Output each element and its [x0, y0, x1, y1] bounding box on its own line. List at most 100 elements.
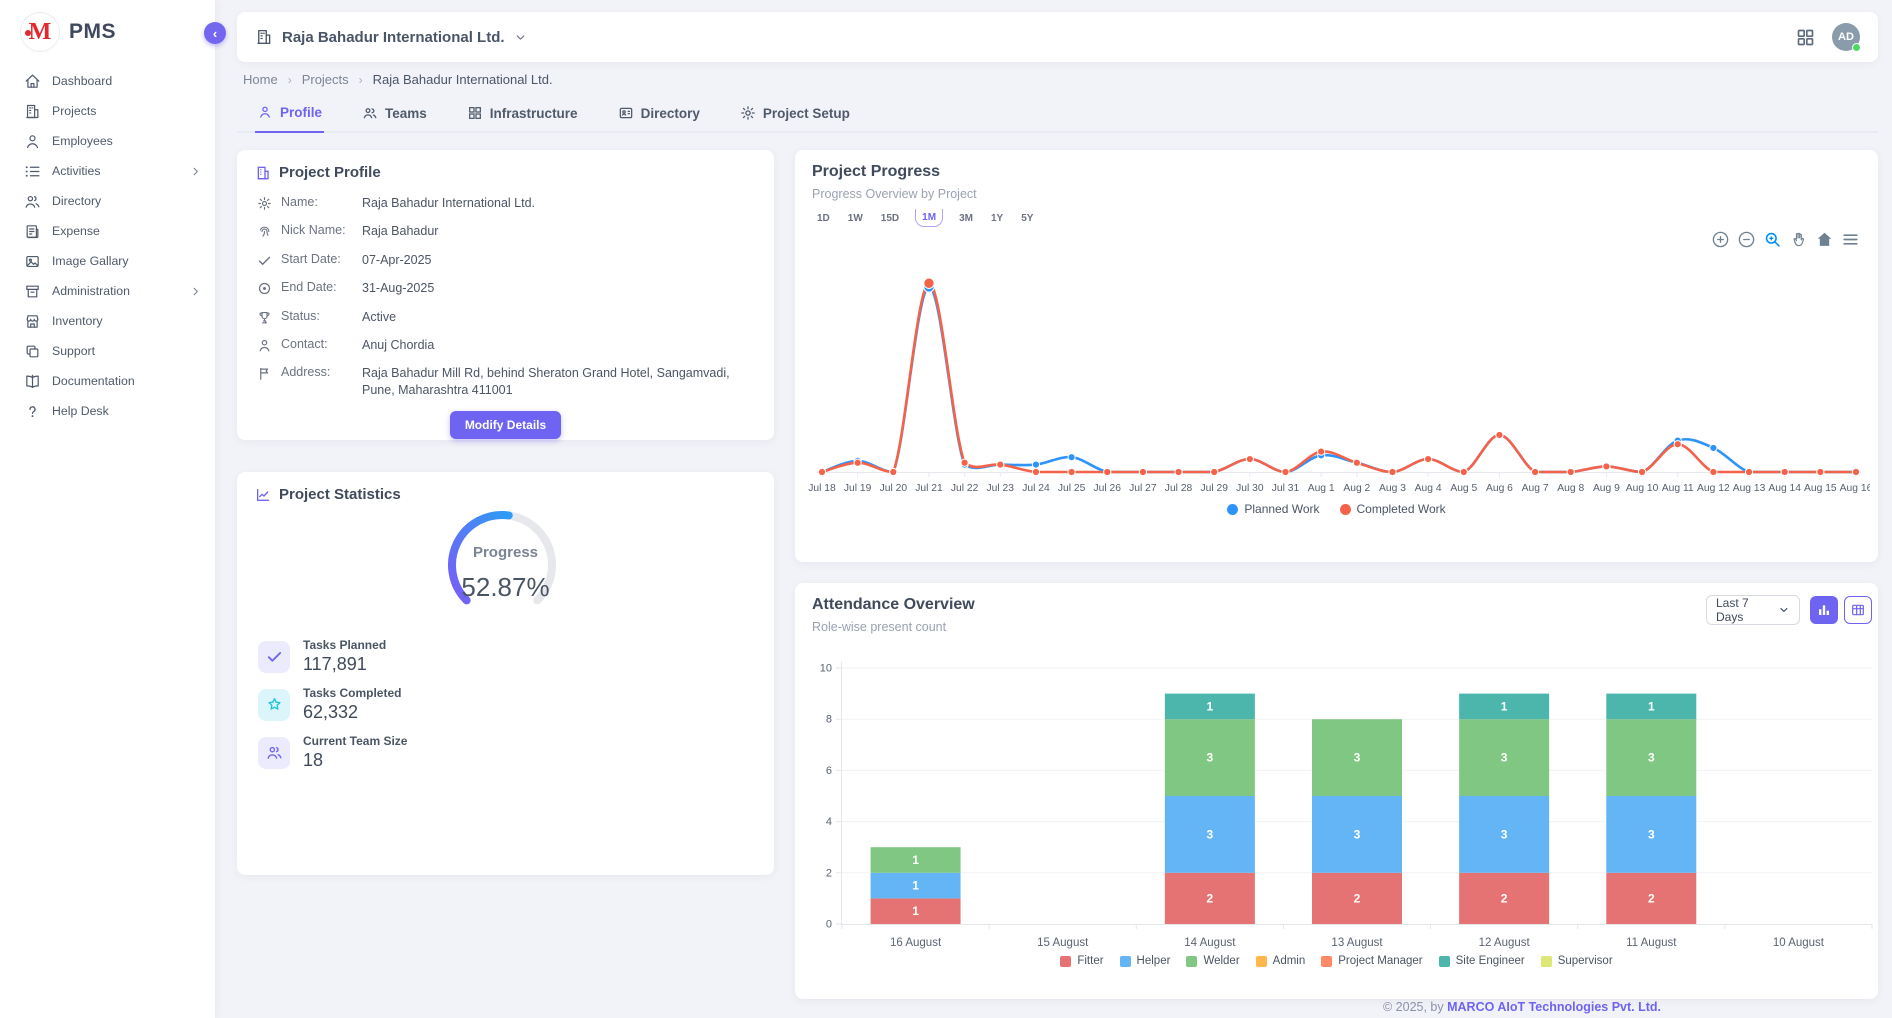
stat-icon-box	[258, 689, 290, 721]
list-icon	[24, 163, 41, 180]
svg-text:Jul 18: Jul 18	[808, 483, 836, 494]
range-1y-button[interactable]: 1Y	[989, 210, 1005, 227]
legend-fitter[interactable]: Fitter	[1060, 955, 1103, 967]
fingerprint-icon	[257, 224, 272, 239]
team-icon	[266, 744, 283, 761]
modify-details-button[interactable]: Modify Details	[450, 411, 561, 439]
field-label: Name:	[281, 195, 353, 209]
svg-text:1: 1	[1501, 699, 1508, 713]
breadcrumb-home[interactable]: Home	[243, 72, 278, 87]
legend-supervisor[interactable]: Supervisor	[1541, 955, 1613, 967]
sidebar-item-employees[interactable]: Employees	[0, 126, 215, 156]
company-link[interactable]: MARCO AIoT Technologies Pvt. Ltd.	[1447, 1000, 1661, 1014]
image-icon	[24, 253, 41, 270]
range-1w-button[interactable]: 1W	[846, 210, 865, 227]
app-logo[interactable]: M PMS	[0, 0, 215, 66]
person-icon	[257, 338, 272, 353]
svg-text:1: 1	[912, 853, 919, 867]
sidebar-item-label: Employees	[52, 134, 201, 148]
sidebar-item-inventory[interactable]: Inventory	[0, 306, 215, 336]
svg-text:Aug 12: Aug 12	[1697, 483, 1730, 494]
range-1d-button[interactable]: 1D	[815, 210, 832, 227]
legend-planned-work[interactable]: Planned Work	[1227, 502, 1319, 516]
user-avatar[interactable]: AD	[1832, 23, 1860, 51]
table-view-toggle-button[interactable]	[1844, 596, 1872, 624]
svg-text:Jul 19: Jul 19	[844, 483, 872, 494]
sidebar-item-documentation[interactable]: Documentation	[0, 366, 215, 396]
legend-label: Welder	[1203, 955, 1239, 967]
app-name: PMS	[69, 20, 116, 44]
range-1m-button[interactable]: 1M	[915, 209, 943, 227]
pan-icon[interactable]	[1789, 230, 1808, 249]
range-5y-button[interactable]: 5Y	[1019, 210, 1035, 227]
breadcrumb-projects[interactable]: Projects	[302, 72, 349, 87]
bar-view-toggle-button[interactable]	[1810, 596, 1838, 624]
tab-teams[interactable]: Teams	[360, 98, 429, 133]
legend-marker	[1321, 956, 1332, 967]
field-address: Address: Raja Bahadur Mill Rd, behind Sh…	[257, 365, 754, 399]
zoom-out-icon[interactable]	[1737, 230, 1756, 249]
company-selector[interactable]: Raja Bahadur International Ltd.	[255, 28, 527, 46]
range-3m-button[interactable]: 3M	[957, 210, 975, 227]
field-contact: Contact: Anuj Chordia	[257, 337, 754, 354]
field-value: 31-Aug-2025	[362, 280, 434, 297]
sidebar-item-expense[interactable]: Expense	[0, 216, 215, 246]
legend-completed-work[interactable]: Completed Work	[1340, 502, 1446, 516]
sidebar-collapse-button[interactable]: ‹	[204, 22, 226, 44]
legend-label: Completed Work	[1357, 502, 1446, 516]
sidebar-item-label: Administration	[52, 284, 179, 298]
field-label: Contact:	[281, 337, 353, 351]
tab-project-setup[interactable]: Project Setup	[738, 98, 852, 133]
sidebar-item-activities[interactable]: Activities	[0, 156, 215, 186]
legend-project-manager[interactable]: Project Manager	[1321, 955, 1422, 967]
sidebar-item-administration[interactable]: Administration	[0, 276, 215, 306]
svg-text:Aug 5: Aug 5	[1450, 483, 1477, 494]
legend-label: Admin	[1273, 955, 1306, 967]
zoom-in-icon[interactable]	[1711, 230, 1730, 249]
svg-text:Jul 31: Jul 31	[1272, 483, 1300, 494]
svg-text:3: 3	[1501, 827, 1508, 841]
stat-value: 18	[303, 750, 407, 771]
tab-infrastructure[interactable]: Infrastructure	[465, 98, 580, 133]
sidebar-item-help-desk[interactable]: Help Desk	[0, 396, 215, 426]
question-icon	[24, 403, 41, 420]
breadcrumb: Home › Projects › Raja Bahadur Internati…	[243, 72, 553, 87]
archive-icon	[24, 283, 41, 300]
legend-helper[interactable]: Helper	[1120, 955, 1171, 967]
field-value: Raja Bahadur	[362, 223, 438, 240]
apps-grid-icon[interactable]	[1795, 27, 1816, 48]
svg-text:Jul 20: Jul 20	[880, 483, 908, 494]
sidebar-item-dashboard[interactable]: Dashboard	[0, 66, 215, 96]
tab-directory[interactable]: Directory	[616, 98, 702, 133]
legend-marker	[1120, 956, 1131, 967]
time-range-buttons: 1D 1W 15D 1M 3M 1Y 5Y	[815, 209, 1035, 227]
attendance-bar-chart[interactable]: 024681016 August11115 August14 August233…	[808, 652, 1883, 954]
svg-text:1: 1	[912, 879, 919, 893]
field-label: Start Date:	[281, 252, 353, 266]
sidebar-item-image-gallery[interactable]: Image Gallary	[0, 246, 215, 276]
date-range-select[interactable]: Last 7 Days	[1706, 595, 1800, 625]
menu-icon[interactable]	[1841, 230, 1860, 249]
home-reset-icon[interactable]	[1815, 230, 1834, 249]
sidebar-item-support[interactable]: Support	[0, 336, 215, 366]
svg-text:Aug 3: Aug 3	[1379, 483, 1406, 494]
legend-admin[interactable]: Admin	[1256, 955, 1306, 967]
svg-text:Jul 29: Jul 29	[1200, 483, 1228, 494]
svg-text:3: 3	[1648, 827, 1655, 841]
svg-text:12 August: 12 August	[1479, 937, 1531, 949]
svg-text:Jul 23: Jul 23	[987, 483, 1015, 494]
legend-welder[interactable]: Welder	[1186, 955, 1239, 967]
progress-line-chart[interactable]: Jul 18Jul 19Jul 20Jul 21Jul 22Jul 23Jul …	[808, 258, 1870, 506]
selection-zoom-icon[interactable]	[1763, 230, 1782, 249]
tab-profile[interactable]: Profile	[255, 98, 324, 133]
sidebar-item-label: Projects	[52, 104, 201, 118]
sidebar-item-projects[interactable]: Projects	[0, 96, 215, 126]
stat-tasks-completed: Tasks Completed 62,332	[258, 686, 401, 723]
book-icon	[24, 373, 41, 390]
field-end-date: End Date: 31-Aug-2025	[257, 280, 754, 297]
range-15d-button[interactable]: 15D	[879, 210, 901, 227]
sidebar-item-label: Support	[52, 344, 201, 358]
svg-text:Jul 25: Jul 25	[1058, 483, 1086, 494]
legend-site-engineer[interactable]: Site Engineer	[1439, 955, 1525, 967]
sidebar-item-directory[interactable]: Directory	[0, 186, 215, 216]
